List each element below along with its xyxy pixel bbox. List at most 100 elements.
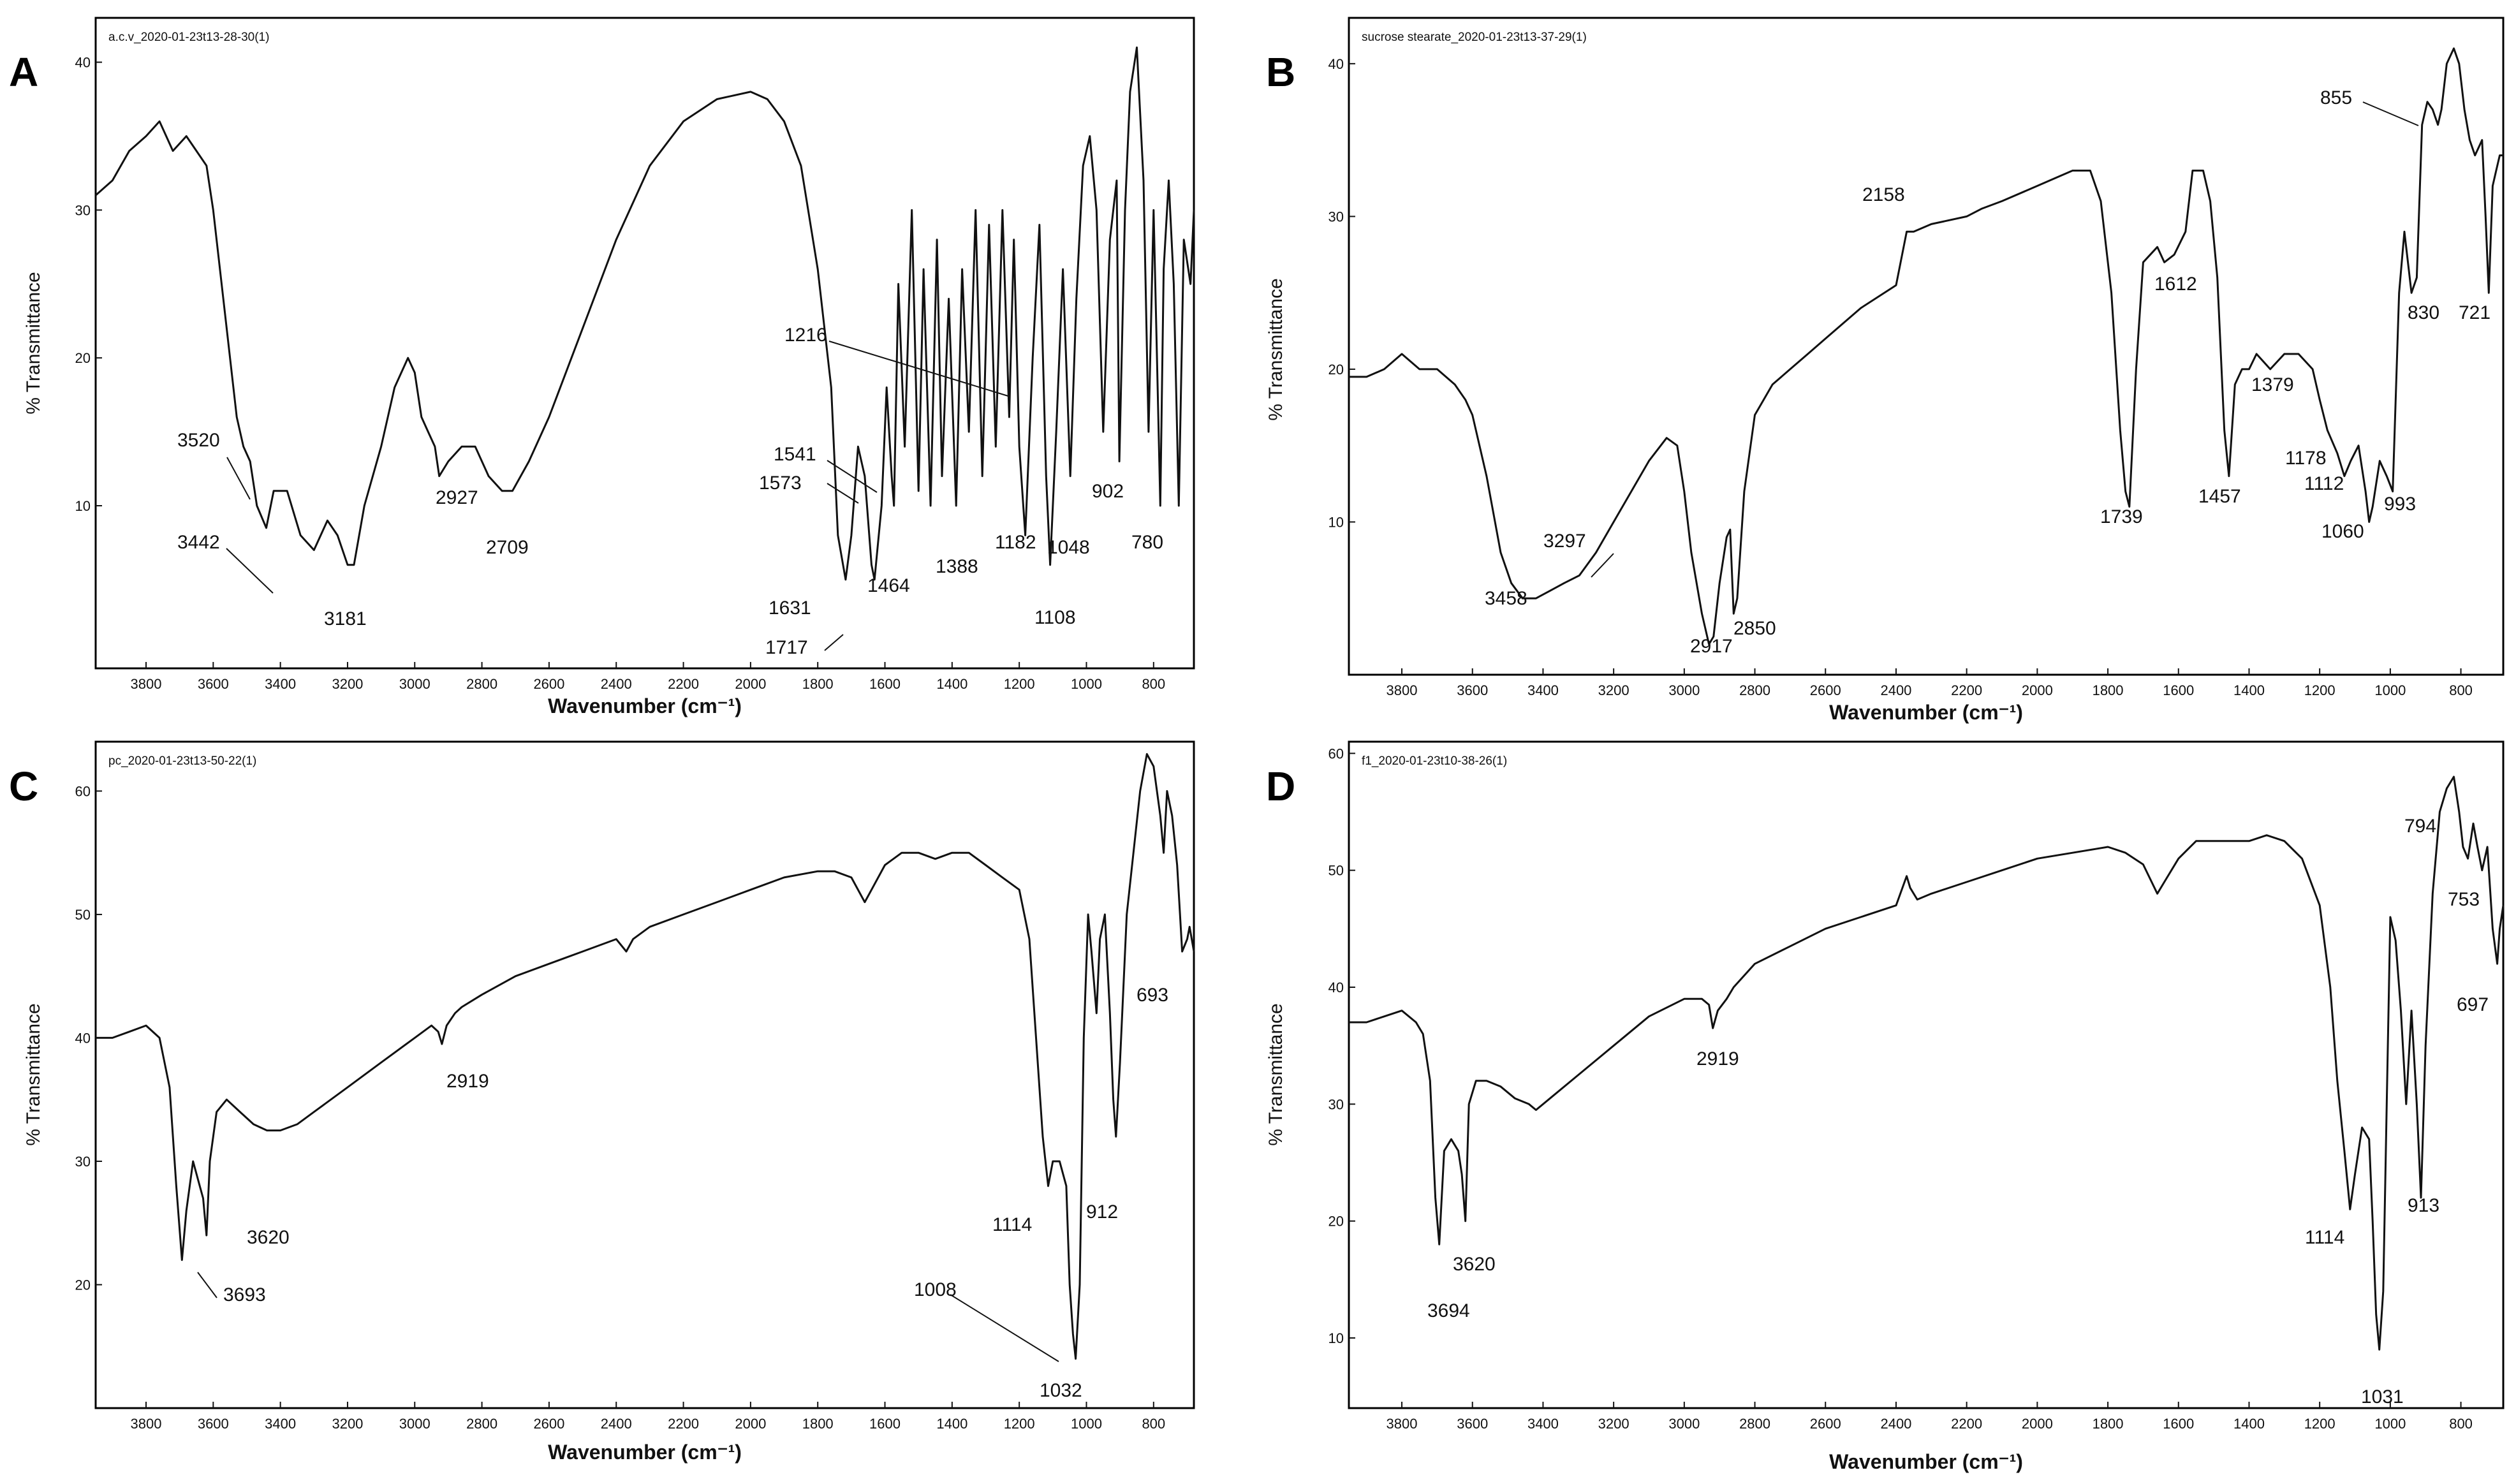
panel-d-y-tick-label: 50 xyxy=(1328,863,1344,879)
panel-b-x-tick-label: 2400 xyxy=(1880,682,1911,698)
panel-a-peak-1631: 1631 xyxy=(769,598,811,619)
panel-c-peak-3620: 3620 xyxy=(247,1227,290,1248)
panel-c-x-tick-label: 1800 xyxy=(802,1416,834,1432)
panel-b-peak-993: 993 xyxy=(2384,494,2416,515)
panel-d-y-tick-label: 40 xyxy=(1328,980,1344,995)
panel-a-peak-3520: 3520 xyxy=(177,430,220,451)
panel-b-peak-2158: 2158 xyxy=(1862,184,1905,205)
panel-d-file-label: f1_2020-01-23t10-38-26(1) xyxy=(1362,754,1507,768)
panel-d-y-tick-label: 30 xyxy=(1328,1096,1344,1112)
panel-c-y-tick-label: 30 xyxy=(75,1154,91,1170)
panel-b-peak-1112: 1112 xyxy=(2304,473,2344,494)
panel-a-x-tick-label: 2800 xyxy=(466,676,497,692)
panel-letter-a: A xyxy=(9,49,38,95)
panel-d-peak-913: 913 xyxy=(2408,1195,2439,1216)
panel-b-x-ticks: 3800 3600 3400 3200 3000 2800 2600 2400 2200 2000… xyxy=(1387,668,2473,698)
panel-d-x-tick-label: 3800 xyxy=(1387,1416,1418,1432)
panel-d-peak-794: 794 xyxy=(2404,816,2436,837)
panel-d-x-axis-title: Wavenumber (cm⁻¹) xyxy=(1829,1450,2023,1473)
panel-b-leader-3297 xyxy=(1591,553,1614,578)
panel-a-peak-1717: 1717 xyxy=(765,637,808,658)
panel-b-x-tick-label: 1800 xyxy=(2093,682,2124,698)
panel-a-x-tick-label: 3200 xyxy=(332,676,363,692)
panel-b-spectrum-line xyxy=(1349,47,2503,645)
panel-a-peak-1573: 1573 xyxy=(759,473,802,494)
panel-a-leader-1216 xyxy=(828,341,1011,397)
panel-b-x-tick-label: 3600 xyxy=(1457,682,1488,698)
panel-d-x-tick-label: 1600 xyxy=(2163,1416,2194,1432)
panel-c-x-tick-label: 1000 xyxy=(1071,1416,1102,1432)
panel-a-peak-1048: 1048 xyxy=(1047,537,1090,558)
panel-a-x-ticks: 3800 3600 3400 3200 3000 2800 2600 2400 2200 2000… xyxy=(131,662,1165,692)
panel-c-y-tick-label: 50 xyxy=(75,907,91,923)
panel-b-x-tick-label: 2800 xyxy=(1739,682,1770,698)
panel-a-y-tick-label: 10 xyxy=(75,498,91,514)
panel-c-peak-2919: 2919 xyxy=(446,1071,489,1092)
panel-c-x-tick-label: 2600 xyxy=(533,1416,564,1432)
panel-b-x-tick-label: 3400 xyxy=(1527,682,1559,698)
panel-a-peak-1182: 1182 xyxy=(995,532,1036,553)
panel-a-file-label: a.c.v_2020-01-23t13-28-30(1) xyxy=(108,31,269,44)
panel-c-peak-912: 912 xyxy=(1086,1201,1118,1223)
panel-a-x-tick-label: 1600 xyxy=(869,676,901,692)
panel-a-x-tick-label: 3000 xyxy=(399,676,430,692)
panel-a-x-tick-label: 2000 xyxy=(735,676,766,692)
panel-a-peak-780: 780 xyxy=(1131,532,1163,553)
panel-a-peak-1108: 1108 xyxy=(1034,607,1076,628)
panel-b-y-tick-label: 40 xyxy=(1328,56,1344,72)
panel-b-y-tick-label: 30 xyxy=(1328,209,1344,224)
panel-a-y-axis-title: % Transmittance xyxy=(23,272,44,414)
panel-c: C pc_2020-01-23t13-50-22(1) % Transmitta… xyxy=(9,740,1195,1464)
panel-b-peak-1178: 1178 xyxy=(2285,448,2327,469)
panel-c-x-tick-label: 2200 xyxy=(668,1416,699,1432)
panel-d-y-tick-label: 10 xyxy=(1328,1330,1344,1346)
panel-b-x-tick-label: 2200 xyxy=(1951,682,1982,698)
panel-a-x-tick-label: 800 xyxy=(1142,676,1165,692)
panel-d: D f1_2020-01-23t10-38-26(1) % Transmitta… xyxy=(1265,740,2505,1473)
panel-c-x-tick-label: 800 xyxy=(1142,1416,1165,1432)
panel-b-x-tick-label: 3800 xyxy=(1387,682,1418,698)
panel-c-x-tick-label: 3600 xyxy=(198,1416,229,1432)
panel-d-y-tick-label: 60 xyxy=(1328,746,1344,761)
panel-a-frame xyxy=(94,17,1195,670)
panel-a-x-tick-label: 2600 xyxy=(533,676,564,692)
panel-a-x-tick-label: 2200 xyxy=(668,676,699,692)
panel-d-x-tick-label: 2200 xyxy=(1951,1416,1982,1432)
panel-c-file-label: pc_2020-01-23t13-50-22(1) xyxy=(108,754,256,768)
panel-a-peak-902: 902 xyxy=(1092,481,1124,502)
panel-b-x-tick-label: 1400 xyxy=(2233,682,2265,698)
panel-a-x-tick-label: 3800 xyxy=(131,676,162,692)
panel-c-y-tick-label: 40 xyxy=(75,1030,91,1046)
panel-a-x-axis-title: Wavenumber (cm⁻¹) xyxy=(548,694,742,717)
panel-c-x-tick-label: 1200 xyxy=(1004,1416,1035,1432)
panel-d-y-tick-label: 20 xyxy=(1328,1214,1344,1230)
panel-b-leader-855 xyxy=(2362,101,2419,126)
panel-a-x-tick-label: 1000 xyxy=(1071,676,1102,692)
panel-a-x-tick-label: 2400 xyxy=(601,676,632,692)
panel-d-frame xyxy=(1348,740,2505,1409)
panel-a-leader-3442 xyxy=(226,548,274,594)
panel-d-peak-1114: 1114 xyxy=(2305,1227,2344,1248)
panel-a-peak-1216: 1216 xyxy=(784,325,827,346)
panel-d-spectrum-line xyxy=(1349,775,2505,1351)
panel-d-x-tick-label: 2800 xyxy=(1739,1416,1770,1432)
panel-b-y-tick-label: 20 xyxy=(1328,362,1344,378)
panel-b-y-tick-label: 10 xyxy=(1328,514,1344,530)
panel-b-peak-1457: 1457 xyxy=(2198,486,2241,507)
panel-c-leader-3693 xyxy=(197,1272,217,1298)
panel-c-x-tick-label: 2800 xyxy=(466,1416,497,1432)
panel-a-leader-3520 xyxy=(226,457,251,500)
panel-letter-b: B xyxy=(1266,49,1295,95)
panel-a-peak-2709: 2709 xyxy=(486,537,529,558)
panel-a-leader-1573 xyxy=(827,483,859,504)
panel-d-x-tick-label: 2600 xyxy=(1810,1416,1841,1432)
panel-a-peak-1541: 1541 xyxy=(774,444,816,465)
panel-c-y-tick-label: 20 xyxy=(75,1277,91,1293)
panel-a-y-tick-label: 30 xyxy=(75,202,91,218)
panel-a-x-tick-label: 3400 xyxy=(265,676,296,692)
panel-d-peak-697: 697 xyxy=(2457,994,2489,1015)
panel-b-peak-1060: 1060 xyxy=(2321,521,2364,542)
panel-c-y-axis-title: % Transmittance xyxy=(23,1003,44,1145)
panel-a-y-tick-label: 20 xyxy=(75,350,91,366)
